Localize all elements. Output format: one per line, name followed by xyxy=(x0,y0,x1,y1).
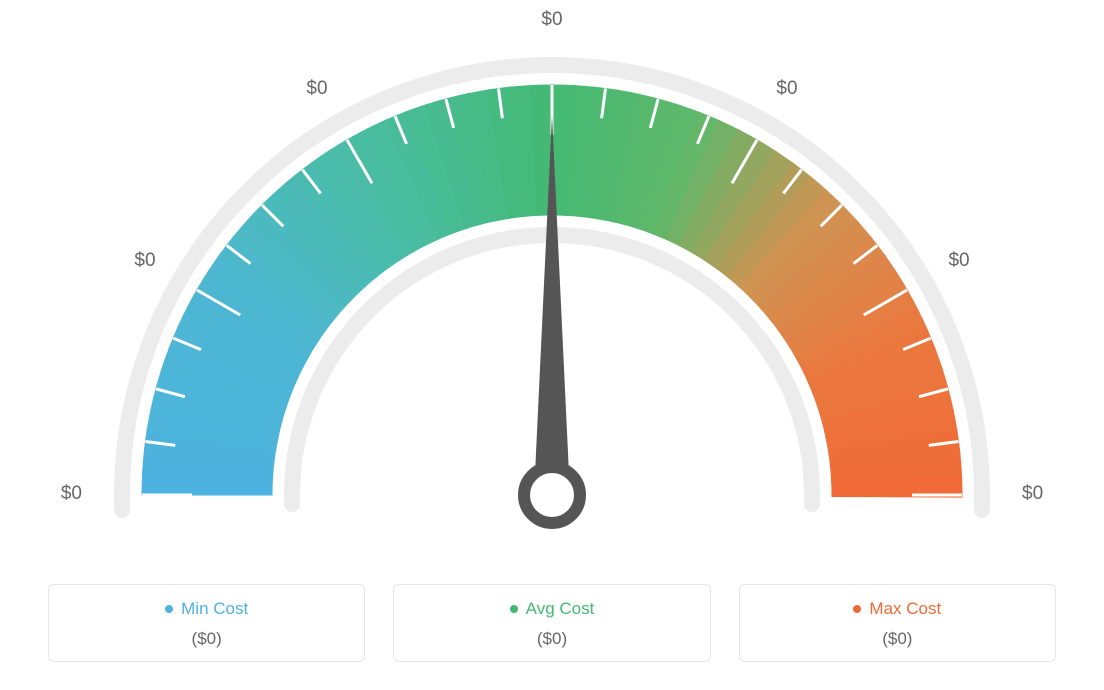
legend-title-max: Max Cost xyxy=(853,599,941,619)
legend-label-avg: Avg Cost xyxy=(526,599,595,619)
legend-value-avg: ($0) xyxy=(404,629,699,649)
svg-text:$0: $0 xyxy=(61,483,82,504)
legend-title-min: Min Cost xyxy=(165,599,248,619)
legend-dot-avg xyxy=(510,605,518,613)
legend-card-max: Max Cost ($0) xyxy=(739,584,1056,662)
svg-text:$0: $0 xyxy=(948,250,969,271)
cost-gauge-chart: $0 $0 $0 $0 $0 $0 $0 xyxy=(0,0,1104,560)
legend-card-avg: Avg Cost ($0) xyxy=(393,584,710,662)
svg-text:$0: $0 xyxy=(541,9,562,30)
svg-text:$0: $0 xyxy=(134,250,155,271)
svg-text:$0: $0 xyxy=(306,78,327,99)
legend-row: Min Cost ($0) Avg Cost ($0) Max Cost ($0… xyxy=(48,584,1056,662)
legend-dot-min xyxy=(165,605,173,613)
legend-title-avg: Avg Cost xyxy=(510,599,595,619)
legend-label-min: Min Cost xyxy=(181,599,248,619)
legend-value-min: ($0) xyxy=(59,629,354,649)
legend-dot-max xyxy=(853,605,861,613)
svg-text:$0: $0 xyxy=(776,78,797,99)
svg-text:$0: $0 xyxy=(1022,483,1043,504)
legend-label-max: Max Cost xyxy=(869,599,941,619)
legend-value-max: ($0) xyxy=(750,629,1045,649)
legend-card-min: Min Cost ($0) xyxy=(48,584,365,662)
